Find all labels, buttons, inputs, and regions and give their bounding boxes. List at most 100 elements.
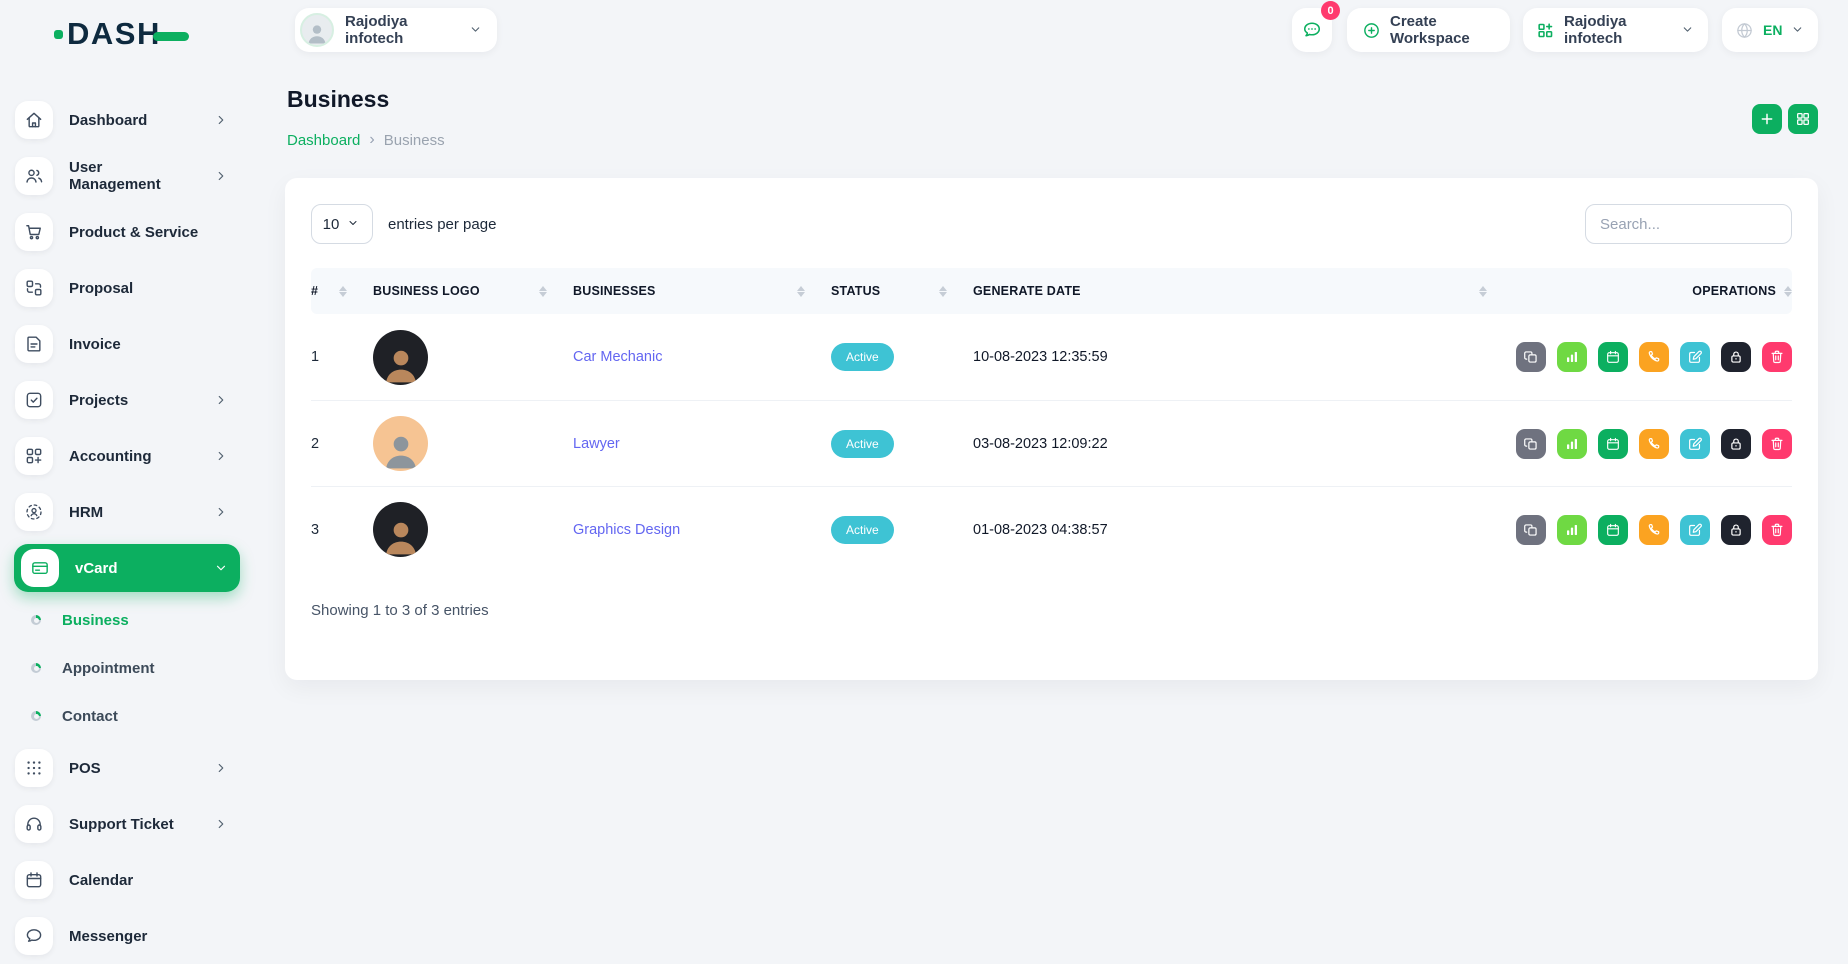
logo-accent-dot (54, 29, 63, 39)
sidebar-item-product-service[interactable]: Product & Service (14, 204, 240, 260)
status-badge: Active (831, 515, 894, 544)
delete-button[interactable] (1762, 342, 1792, 372)
messages-count-badge: 0 (1321, 1, 1340, 20)
sidebar-subitem-contact[interactable]: Contact (14, 692, 240, 740)
edit-button[interactable] (1680, 514, 1710, 545)
analytics-button[interactable] (1557, 514, 1587, 545)
plus-circle-icon (1362, 21, 1381, 40)
sidebar-item-accounting[interactable]: Accounting (14, 428, 240, 484)
operations-cell (1513, 428, 1792, 459)
sort-icon (539, 285, 547, 297)
workspace-menu[interactable]: Rajodiya infotech (1523, 8, 1708, 52)
sidebar-subitem-business[interactable]: Business (14, 596, 240, 644)
user-avatar (300, 13, 334, 47)
chevron-right-icon (214, 817, 228, 831)
delete-button[interactable] (1762, 514, 1792, 545)
column-header-num[interactable]: # (311, 284, 373, 298)
user-menu-label: Rajodiya infotech (345, 13, 408, 47)
duplicate-button[interactable] (1516, 514, 1546, 545)
home-icon (15, 101, 53, 139)
appointments-button[interactable] (1598, 342, 1628, 372)
chat-bubble-icon (15, 917, 53, 955)
table-toolbar: 10 entries per page (311, 204, 1792, 244)
logo-accent-dash (152, 31, 189, 41)
column-header-operations[interactable]: OPERATIONS (1513, 284, 1792, 298)
calendar-icon (15, 861, 53, 899)
chevron-right-icon (214, 113, 228, 127)
operations-cell (1513, 514, 1792, 545)
sidebar-item-user-management[interactable]: User Management (14, 148, 240, 204)
column-header-status[interactable]: STATUS (831, 284, 973, 298)
sidebar-item-vcard[interactable]: vCard (14, 544, 240, 592)
table-header-row: # BUSINESS LOGO BUSINESSES STATUS GENERA… (311, 268, 1792, 314)
sidebar-item-proposal[interactable]: Proposal (14, 260, 240, 316)
business-name-link[interactable]: Lawyer (573, 435, 620, 452)
page-title: Business (287, 86, 390, 112)
edit-button[interactable] (1680, 342, 1710, 372)
sidebar-nav: Dashboard User Management Product & Serv… (14, 92, 240, 964)
business-logo-avatar (373, 502, 428, 557)
column-header-businesses[interactable]: BUSINESSES (573, 284, 831, 298)
business-logo-avatar (373, 416, 428, 471)
edit-button[interactable] (1680, 428, 1710, 459)
chevron-down-icon (347, 217, 361, 231)
dots-grid-icon (15, 749, 53, 787)
exchange-icon (15, 269, 53, 307)
sidebar-item-projects[interactable]: Projects (14, 372, 240, 428)
sidebar-item-invoice[interactable]: Invoice (14, 316, 240, 372)
sidebar-item-calendar[interactable]: Calendar (14, 852, 240, 908)
create-workspace-button[interactable]: Create Workspace (1347, 8, 1510, 52)
brand-name: DASH (67, 16, 161, 51)
appointments-button[interactable] (1598, 428, 1628, 459)
contacts-button[interactable] (1639, 514, 1669, 545)
language-menu[interactable]: EN (1722, 8, 1818, 52)
user-scan-icon (15, 493, 53, 531)
business-name-link[interactable]: Car Mechanic (573, 349, 663, 365)
password-button[interactable] (1721, 342, 1751, 372)
generate-date: 01-08-2023 04:38:57 (973, 521, 1108, 538)
chevron-down-icon (1791, 23, 1805, 37)
chevron-down-icon (214, 561, 228, 575)
analytics-button[interactable] (1557, 428, 1587, 459)
search-input[interactable] (1585, 204, 1792, 244)
brand-logo[interactable]: DASH (54, 16, 189, 52)
sidebar-item-messenger[interactable]: Messenger (14, 908, 240, 964)
workspace-grid-icon (1536, 21, 1555, 40)
appointments-button[interactable] (1598, 514, 1628, 545)
grid-plus-icon (15, 437, 53, 475)
sidebar-item-dashboard[interactable]: Dashboard (14, 92, 240, 148)
entries-per-page-select[interactable]: 10 (311, 204, 373, 244)
chevron-right-icon (214, 761, 228, 775)
entries-summary: Showing 1 to 3 of 3 entries (311, 602, 489, 619)
sidebar-item-support-ticket[interactable]: Support Ticket (14, 796, 240, 852)
duplicate-button[interactable] (1516, 428, 1546, 459)
duplicate-button[interactable] (1516, 342, 1546, 372)
sidebar-subitem-appointment[interactable]: Appointment (14, 644, 240, 692)
sidebar-item-hrm[interactable]: HRM (14, 484, 240, 540)
submenu-bullet-icon (31, 615, 41, 625)
business-name-link[interactable]: Graphics Design (573, 521, 681, 538)
sort-icon (339, 285, 347, 297)
chevron-right-icon (214, 169, 228, 183)
column-header-generate-date[interactable]: GENERATE DATE (973, 284, 1513, 298)
sidebar-item-pos[interactable]: POS (14, 740, 240, 796)
password-button[interactable] (1721, 428, 1751, 459)
add-business-button[interactable] (1752, 104, 1782, 134)
password-button[interactable] (1721, 514, 1751, 545)
chevron-right-icon (214, 505, 228, 519)
contacts-button[interactable] (1639, 428, 1669, 459)
analytics-button[interactable] (1557, 342, 1587, 372)
user-menu[interactable]: Rajodiya infotech (295, 8, 497, 52)
grid-view-button[interactable] (1788, 104, 1818, 134)
column-header-business-logo[interactable]: BUSINESS LOGO (373, 284, 573, 298)
contacts-button[interactable] (1639, 342, 1669, 372)
messages-button[interactable]: 0 (1292, 1, 1340, 52)
users-icon (15, 157, 53, 195)
delete-button[interactable] (1762, 428, 1792, 459)
breadcrumb-dashboard-link[interactable]: Dashboard (287, 131, 361, 149)
row-number: 2 (311, 435, 320, 452)
headset-icon (15, 805, 53, 843)
grid-icon (1795, 111, 1811, 127)
sort-icon (1784, 285, 1792, 297)
sort-icon (797, 285, 805, 297)
